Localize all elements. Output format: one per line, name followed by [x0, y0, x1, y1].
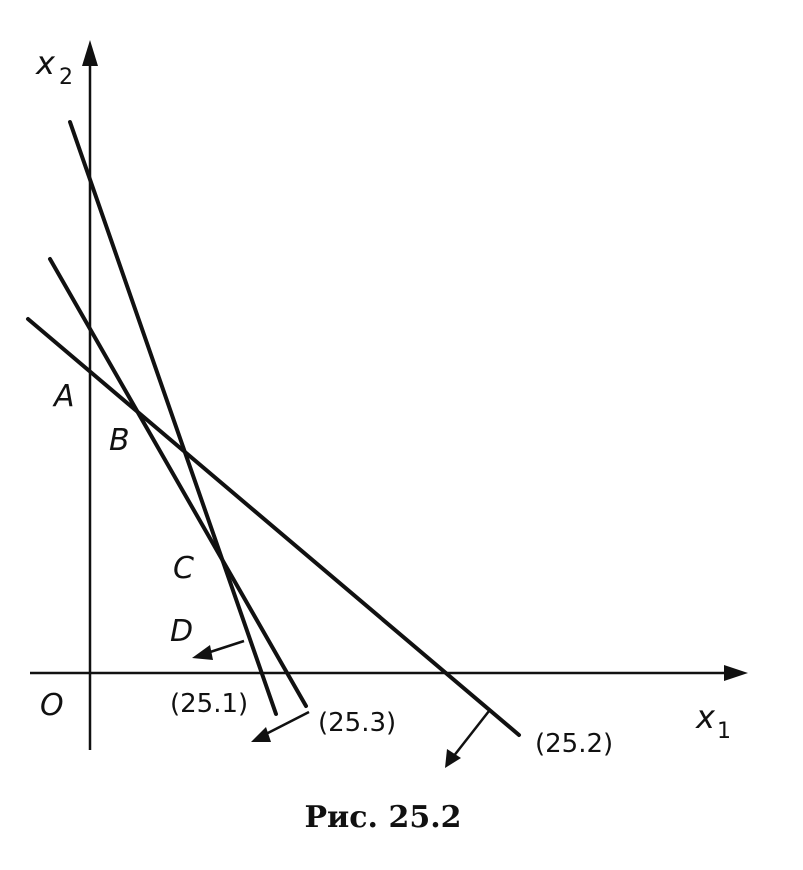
point-label-b: B — [109, 423, 130, 458]
x1-axis-label: x — [695, 698, 716, 736]
point-label-d: D — [170, 614, 193, 649]
x2-axis-arrowhead — [82, 40, 98, 66]
line-25-3 — [48, 257, 308, 708]
line-25-1 — [68, 120, 278, 716]
constraint-label-25-3: (25.3) — [318, 708, 396, 738]
point-label-c: C — [173, 551, 194, 586]
direction-arrow-25-3 — [251, 710, 310, 742]
x2-axis-subscript: 2 — [59, 65, 73, 90]
figure-caption: Рис. 25.2 — [304, 800, 461, 835]
origin-label: O — [40, 688, 64, 723]
point-label-a: A — [52, 379, 75, 414]
x2-axis-label: x — [35, 44, 56, 82]
constraint-label-25-2: (25.2) — [535, 729, 613, 759]
constraint-label-25-1: (25.1) — [170, 689, 248, 719]
x1-axis-arrowhead — [724, 665, 748, 681]
x1-axis-subscript: 1 — [717, 719, 731, 744]
direction-arrow-25-1 — [192, 639, 245, 660]
direction-arrow-25-2 — [445, 710, 490, 768]
line-25-2 — [26, 317, 521, 737]
